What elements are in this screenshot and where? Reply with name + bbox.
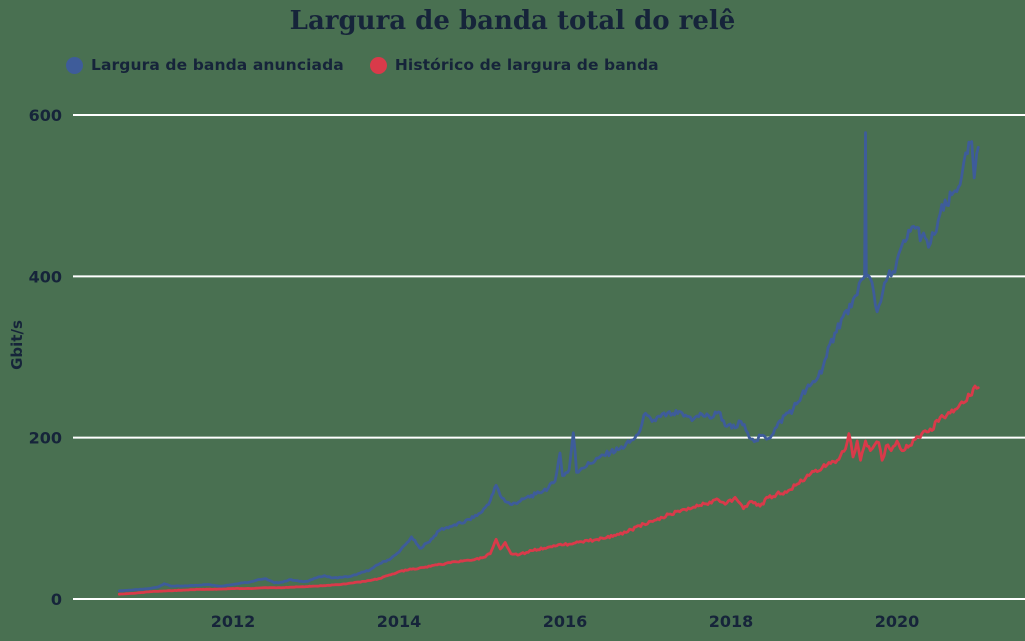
y-tick-label: 400 bbox=[29, 267, 62, 286]
legend-item: Largura de banda anunciada bbox=[66, 56, 344, 74]
y-axis-title: Gbit/s bbox=[8, 320, 26, 370]
chart-legend: Largura de banda anunciada Histórico de l… bbox=[66, 56, 659, 74]
legend-label: Histórico de largura de banda bbox=[394, 56, 659, 74]
chart-title: Largura de banda total do relê bbox=[289, 6, 736, 36]
legend-item: Histórico de largura de banda bbox=[369, 56, 659, 74]
x-tick-label: 2012 bbox=[211, 612, 256, 631]
y-tick-label: 0 bbox=[51, 590, 62, 609]
legend-dot-icon bbox=[66, 56, 83, 74]
y-tick-label: 600 bbox=[29, 106, 62, 125]
series-line bbox=[117, 131, 980, 593]
x-tick-label: 2014 bbox=[377, 612, 422, 631]
series-line bbox=[117, 384, 980, 596]
legend-dot-icon bbox=[369, 56, 387, 74]
x-tick-label: 2020 bbox=[875, 612, 920, 631]
x-tick-label: 2016 bbox=[543, 612, 588, 631]
legend-label: Largura de banda anunciada bbox=[91, 56, 344, 74]
x-tick-label: 2018 bbox=[709, 612, 754, 631]
y-tick-label: 200 bbox=[29, 429, 62, 448]
